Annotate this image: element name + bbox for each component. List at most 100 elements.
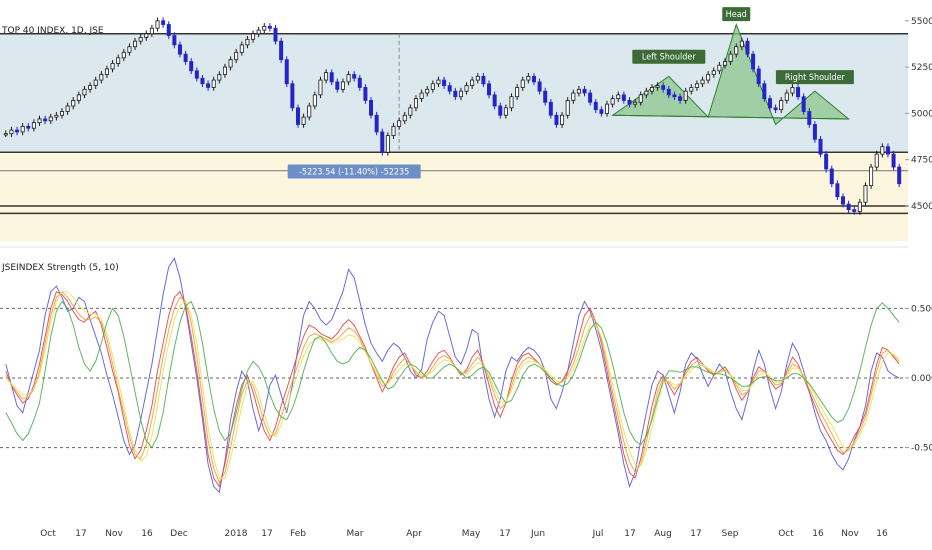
candle xyxy=(65,102,70,115)
candle xyxy=(194,67,199,82)
candle xyxy=(880,143,885,158)
candle xyxy=(121,48,126,62)
candle xyxy=(739,37,744,51)
candle xyxy=(374,111,379,136)
candle xyxy=(177,41,182,58)
candle xyxy=(824,150,829,173)
candle xyxy=(397,117,402,130)
indicator-series-3 xyxy=(5,291,900,479)
indicator-y-tick-label: 0.0000 xyxy=(911,374,932,384)
candle xyxy=(189,58,194,75)
candle xyxy=(234,48,239,64)
candle xyxy=(599,106,604,117)
candle xyxy=(26,123,31,132)
price-panel: Head Left Shoulder Right Shoulder -5223.54 … xyxy=(0,7,932,242)
x-tick-label: 17 xyxy=(690,529,701,539)
candle xyxy=(155,17,160,32)
pattern-shape xyxy=(611,22,851,126)
candle xyxy=(526,73,531,84)
candle xyxy=(273,24,278,45)
candle xyxy=(885,143,890,158)
candle xyxy=(576,85,581,97)
indicator-y-axis: 0.5000 0.0000 -0.5000 xyxy=(905,304,932,454)
candle xyxy=(408,104,413,119)
candle xyxy=(458,87,463,101)
candle xyxy=(200,74,205,88)
candle xyxy=(301,113,306,128)
candle xyxy=(487,80,492,99)
x-tick-label: Nov xyxy=(105,529,123,539)
candle xyxy=(835,180,840,201)
price-y-tick-label: 55000.00 xyxy=(911,17,932,27)
x-tick-label: 16 xyxy=(876,529,888,539)
candle xyxy=(790,84,795,97)
candle xyxy=(706,71,711,84)
candle xyxy=(279,37,284,64)
candle xyxy=(520,76,525,91)
x-tick-label: Apr xyxy=(406,529,422,539)
candle xyxy=(15,126,20,136)
candle xyxy=(857,198,862,215)
candle xyxy=(711,67,716,78)
price-y-axis: 55000.00 52500.00 50000.00 47500.00 45000.00 xyxy=(905,17,932,212)
candle xyxy=(655,82,660,91)
candle xyxy=(751,50,756,73)
candle xyxy=(82,85,87,99)
candle xyxy=(492,91,497,110)
candle xyxy=(110,60,115,73)
candle xyxy=(206,80,211,91)
candle xyxy=(543,87,548,106)
candle xyxy=(470,76,475,89)
x-tick-label: Nov xyxy=(841,529,859,539)
candle xyxy=(161,17,166,28)
candle xyxy=(256,26,261,38)
candle xyxy=(723,58,728,69)
candle xyxy=(756,65,761,88)
candle xyxy=(419,89,424,102)
candle xyxy=(689,84,694,95)
candle xyxy=(863,182,868,206)
candle xyxy=(149,24,154,38)
candle xyxy=(211,76,216,91)
x-tick-label: Aug xyxy=(654,529,672,539)
candle xyxy=(779,97,784,114)
annotation-3: -5223.54 (-11.40%) -52235 xyxy=(287,164,421,179)
x-tick-label: Dec xyxy=(170,529,187,539)
x-tick-label: 17 xyxy=(499,529,510,539)
candle xyxy=(183,50,188,65)
candle xyxy=(31,119,36,132)
candle xyxy=(531,73,536,86)
indicator-y-tick-label: -0.5000 xyxy=(911,444,932,454)
candle xyxy=(745,37,750,58)
candle xyxy=(874,150,879,171)
candle xyxy=(76,91,81,104)
candle xyxy=(262,23,267,34)
candle xyxy=(357,74,362,91)
candle xyxy=(897,163,902,188)
candle xyxy=(436,76,441,88)
candle xyxy=(99,71,104,84)
x-tick-label: 17 xyxy=(261,529,272,539)
candle xyxy=(37,115,42,126)
x-tick-label: Jul xyxy=(592,529,604,539)
price-candles xyxy=(3,17,902,215)
candle xyxy=(9,126,14,138)
candle xyxy=(537,78,542,95)
x-tick-label: Jun xyxy=(530,529,545,539)
x-tick-label: 16 xyxy=(141,529,153,539)
price-y-tick-label: 52500.00 xyxy=(911,63,932,73)
x-tick-label: 16 xyxy=(812,529,824,539)
annotation-label: Head xyxy=(726,10,747,20)
x-tick-label: Mar xyxy=(347,529,364,539)
candle xyxy=(335,78,340,93)
annotation-label: Left Shoulder xyxy=(642,53,697,63)
x-tick-label: Oct xyxy=(778,529,794,539)
candle xyxy=(807,108,812,128)
candle xyxy=(700,76,705,88)
candle xyxy=(413,95,418,112)
candle xyxy=(841,193,846,208)
candle xyxy=(318,76,323,99)
candle xyxy=(633,98,638,108)
candle xyxy=(59,108,64,119)
candle xyxy=(54,111,59,121)
